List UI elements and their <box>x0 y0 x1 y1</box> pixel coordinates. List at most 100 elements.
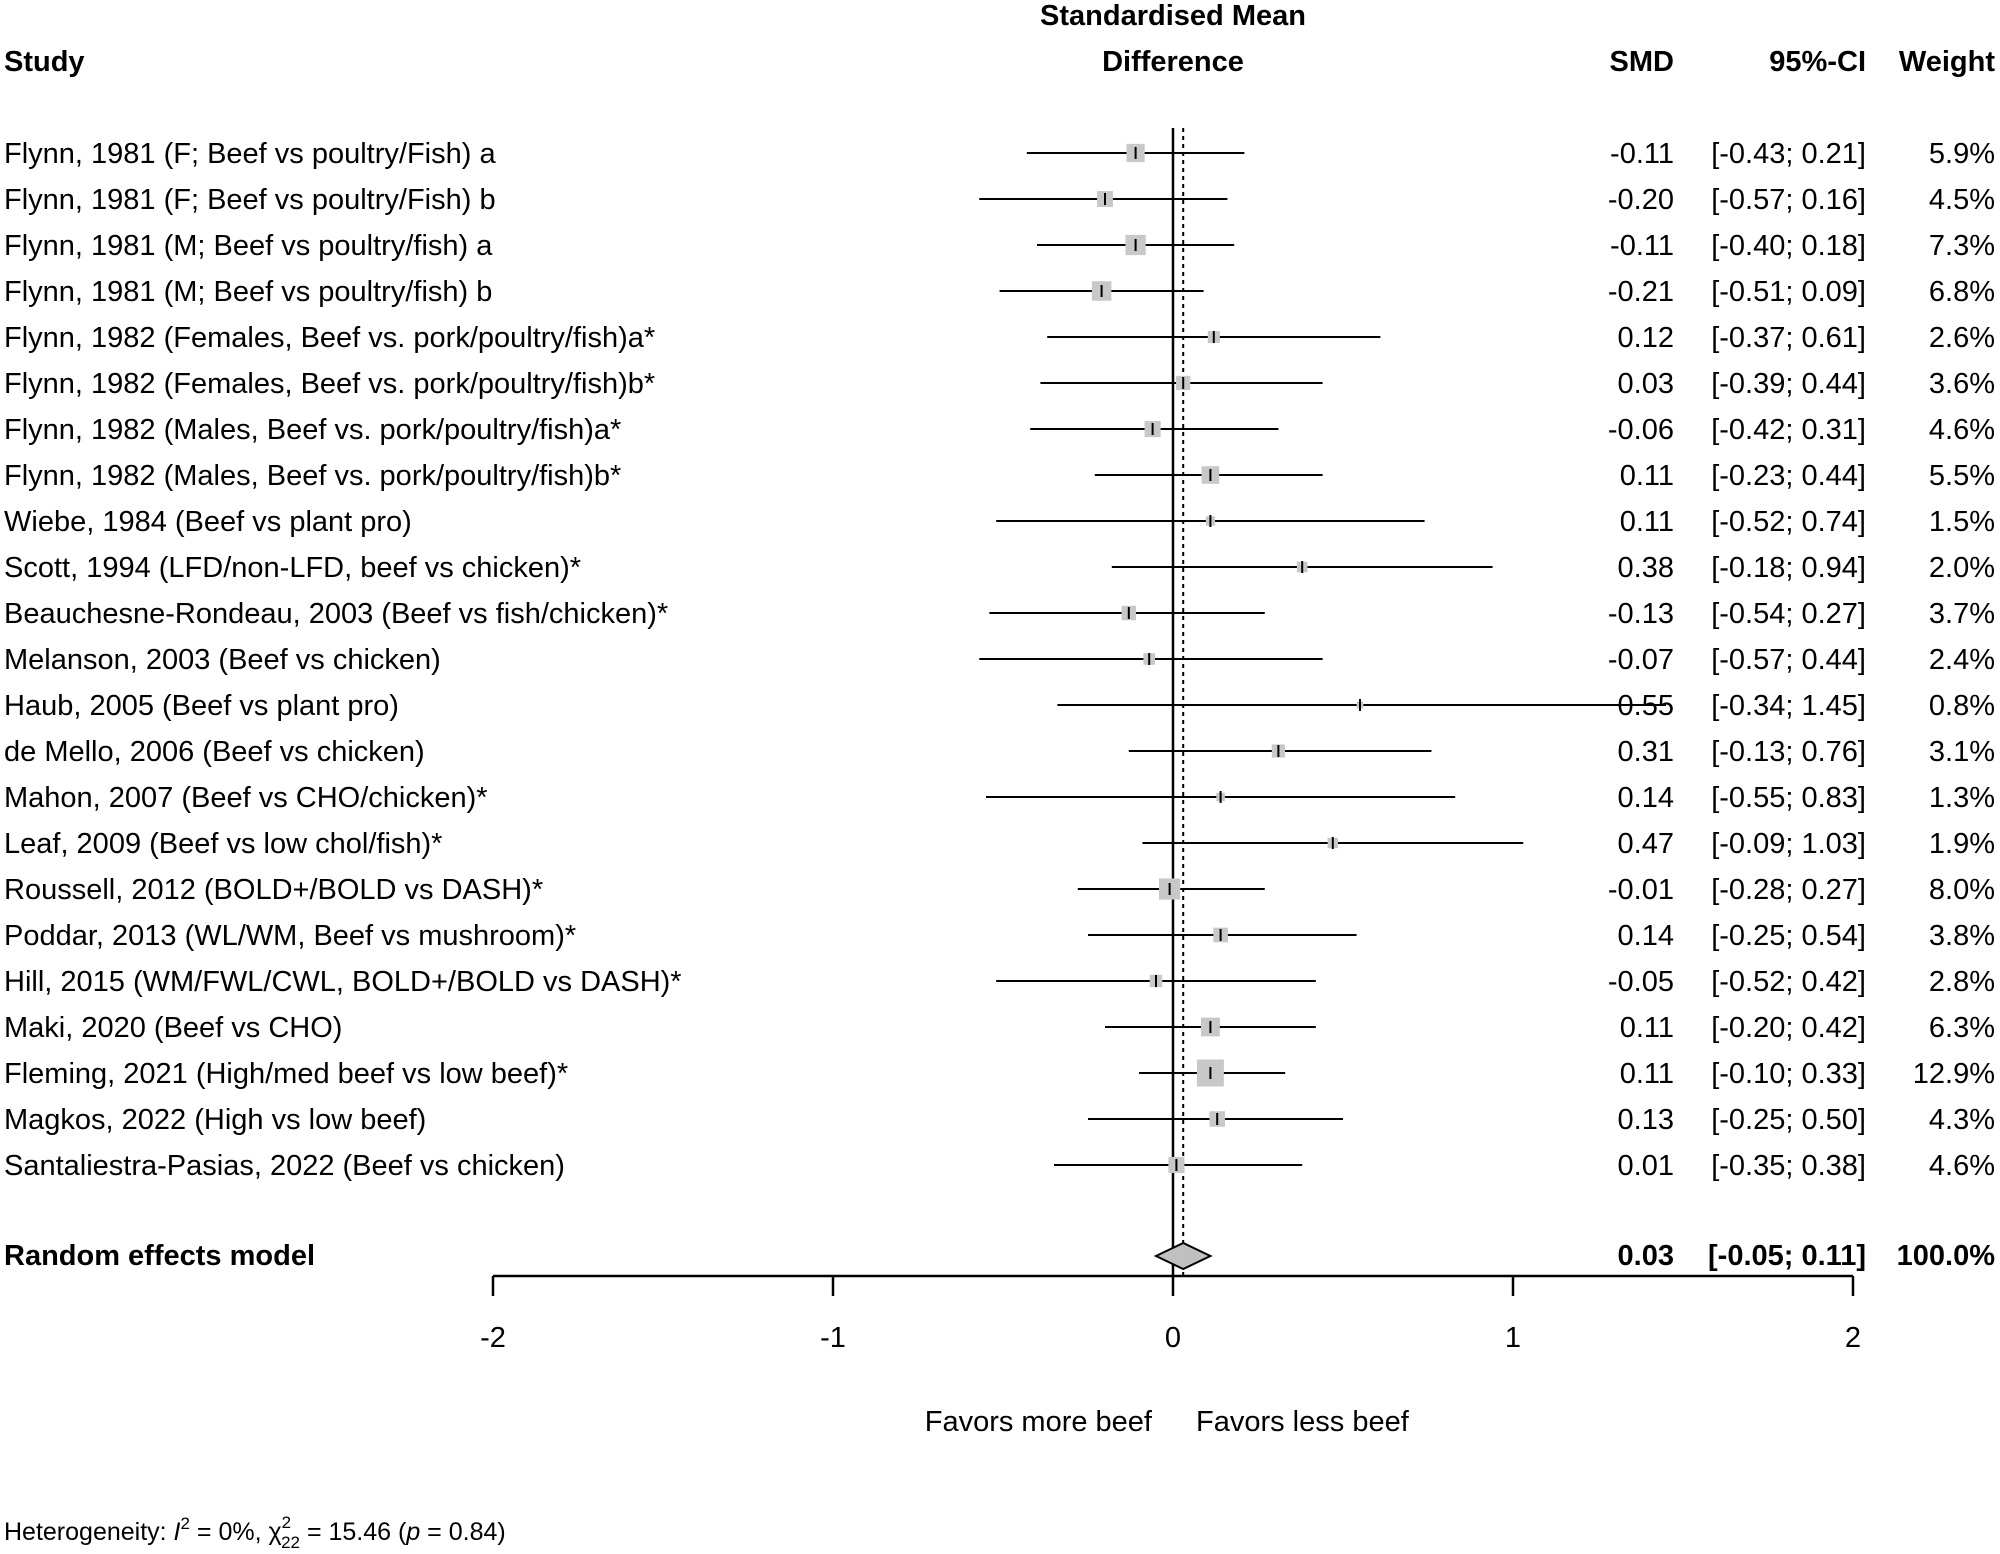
hetero-chi-sub: 22 <box>281 1533 300 1552</box>
study-weight: 5.5% <box>1929 460 1995 492</box>
study-ci: [-0.09; 1.03] <box>1711 828 1866 860</box>
study-row: Maki, 2020 (Beef vs CHO) 0.11 [-0.20; 0.42… <box>4 1012 1995 1044</box>
study-smd: -0.05 <box>1608 966 1674 998</box>
study-row: Haub, 2005 (Beef vs plant pro) 0.55 [-0.34… <box>4 690 1995 722</box>
study-label: Mahon, 2007 (Beef vs CHO/chicken)* <box>4 782 488 814</box>
study-smd: 0.12 <box>1618 322 1674 354</box>
study-label: Flynn, 1982 (Females, Beef vs. pork/poul… <box>4 322 655 354</box>
study-smd: 0.38 <box>1618 552 1674 584</box>
study-label: Santaliestra-Pasias, 2022 (Beef vs chick… <box>4 1150 565 1182</box>
x-tick-label: -2 <box>480 1322 506 1354</box>
study-weight: 1.5% <box>1929 506 1995 538</box>
study-weight: 8.0% <box>1929 874 1995 906</box>
study-row: Flynn, 1982 (Females, Beef vs. pork/poul… <box>4 368 1995 400</box>
study-ci: [-0.20; 0.42] <box>1711 1012 1866 1044</box>
hetero-p-symbol: p <box>405 1518 420 1546</box>
study-row: Leaf, 2009 (Beef vs low chol/fish)* 0.47 [… <box>4 828 1995 860</box>
study-row: Roussell, 2012 (BOLD+/BOLD vs DASH)* -0.0… <box>4 874 1995 906</box>
study-row: Flynn, 1981 (F; Beef vs poultry/Fish) b -… <box>4 184 1995 216</box>
study-row: Melanson, 2003 (Beef vs chicken) -0.07 [-0… <box>4 644 1995 676</box>
study-label: Maki, 2020 (Beef vs CHO) <box>4 1012 342 1044</box>
study-ci: [-0.35; 0.38] <box>1711 1150 1866 1182</box>
header-study: Study <box>4 46 85 78</box>
header-weight: Weight <box>1899 46 1995 78</box>
study-row: Flynn, 1982 (Females, Beef vs. pork/poul… <box>4 322 1995 354</box>
study-smd: 0.14 <box>1618 782 1674 814</box>
study-ci: [-0.37; 0.61] <box>1711 322 1866 354</box>
study-label: Beauchesne-Rondeau, 2003 (Beef vs fish/c… <box>4 598 668 630</box>
study-weight: 2.0% <box>1929 552 1995 584</box>
study-label: Flynn, 1981 (F; Beef vs poultry/Fish) a <box>4 138 496 170</box>
x-tick-label: 1 <box>1505 1322 1521 1354</box>
study-smd: 0.31 <box>1618 736 1674 768</box>
study-label: Wiebe, 1984 (Beef vs plant pro) <box>4 506 412 538</box>
study-row: Beauchesne-Rondeau, 2003 (Beef vs fish/c… <box>4 598 1995 630</box>
study-weight: 4.6% <box>1929 1150 1995 1182</box>
hetero-i2-symbol: I <box>174 1518 181 1546</box>
pooled-smd: 0.03 <box>1618 1240 1674 1272</box>
study-smd: -0.07 <box>1608 644 1674 676</box>
x-tick-label: 2 <box>1845 1322 1861 1354</box>
study-smd: 0.13 <box>1618 1104 1674 1136</box>
hetero-prefix: Heterogeneity: <box>4 1518 174 1546</box>
study-ci: [-0.57; 0.44] <box>1711 644 1866 676</box>
x-tick-label: 0 <box>1165 1322 1181 1354</box>
pooled-weight: 100.0% <box>1897 1240 1996 1272</box>
header-effect-title-line1: Standardised Mean <box>1040 0 1306 32</box>
study-weight: 1.3% <box>1929 782 1995 814</box>
study-ci: [-0.52; 0.42] <box>1711 966 1866 998</box>
study-smd: -0.13 <box>1608 598 1674 630</box>
header-smd: SMD <box>1610 46 1674 78</box>
study-ci: [-0.43; 0.21] <box>1711 138 1866 170</box>
study-weight: 1.9% <box>1929 828 1995 860</box>
study-row: de Mello, 2006 (Beef vs chicken) 0.31 [-0.… <box>4 736 1995 768</box>
study-row: Flynn, 1982 (Males, Beef vs. pork/poultr… <box>4 414 1995 446</box>
study-weight: 2.6% <box>1929 322 1995 354</box>
study-label: Flynn, 1982 (Females, Beef vs. pork/poul… <box>4 368 655 400</box>
x-tick-label: -1 <box>820 1322 846 1354</box>
study-smd: 0.11 <box>1620 506 1674 538</box>
study-weight: 4.3% <box>1929 1104 1995 1136</box>
study-ci: [-0.25; 0.50] <box>1711 1104 1866 1136</box>
study-label: Melanson, 2003 (Beef vs chicken) <box>4 644 441 676</box>
study-smd: 0.01 <box>1618 1150 1674 1182</box>
study-weight: 12.9% <box>1913 1058 1995 1090</box>
study-label: Flynn, 1981 (M; Beef vs poultry/fish) b <box>4 276 492 308</box>
study-label: Haub, 2005 (Beef vs plant pro) <box>4 690 399 722</box>
study-smd: -0.11 <box>1610 230 1674 262</box>
favors-left-label: Favors more beef <box>925 1406 1153 1438</box>
study-row: Wiebe, 1984 (Beef vs plant pro) 0.11 [-0.5… <box>4 506 1995 538</box>
study-label: Magkos, 2022 (High vs low beef) <box>4 1104 426 1136</box>
study-row: Fleming, 2021 (High/med beef vs low beef… <box>4 1058 1995 1090</box>
study-weight: 7.3% <box>1929 230 1995 262</box>
study-ci: [-0.18; 0.94] <box>1711 552 1866 584</box>
study-ci: [-0.55; 0.83] <box>1711 782 1866 814</box>
study-label: Fleming, 2021 (High/med beef vs low beef… <box>4 1058 568 1090</box>
study-smd: 0.11 <box>1620 1058 1674 1090</box>
study-smd: 0.11 <box>1620 1012 1674 1044</box>
study-smd: -0.06 <box>1608 414 1674 446</box>
study-ci: [-0.40; 0.18] <box>1711 230 1866 262</box>
heterogeneity-stats: Heterogeneity: I2 = 0%, χ2 22 = 15.46 (p … <box>4 1513 506 1552</box>
study-ci: [-0.28; 0.27] <box>1711 874 1866 906</box>
study-row: Flynn, 1981 (F; Beef vs poultry/Fish) a -… <box>4 138 1995 170</box>
study-weight: 2.4% <box>1929 644 1995 676</box>
hetero-i2-value: = 0%, <box>190 1518 269 1546</box>
study-weight: 4.6% <box>1929 414 1995 446</box>
study-rows: Flynn, 1981 (F; Beef vs poultry/Fish) a -… <box>4 138 1995 1182</box>
study-label: Flynn, 1982 (Males, Beef vs. pork/poultr… <box>4 460 621 492</box>
study-weight: 0.8% <box>1929 690 1995 722</box>
hetero-p-value: = 0.84) <box>420 1518 505 1546</box>
hetero-i2-sup: 2 <box>181 1514 190 1533</box>
study-smd: 0.47 <box>1618 828 1674 860</box>
study-row: Flynn, 1981 (M; Beef vs poultry/fish) b -… <box>4 276 1995 308</box>
x-axis: -2 -1 0 1 2 <box>480 1274 1861 1354</box>
study-weight: 4.5% <box>1929 184 1995 216</box>
study-label: Flynn, 1982 (Males, Beef vs. pork/poultr… <box>4 414 621 446</box>
pooled-diamond <box>1153 1241 1213 1271</box>
study-ci: [-0.13; 0.76] <box>1711 736 1866 768</box>
study-ci: [-0.39; 0.44] <box>1711 368 1866 400</box>
study-row: Flynn, 1982 (Males, Beef vs. pork/poultr… <box>4 460 1995 492</box>
study-ci: [-0.25; 0.54] <box>1711 920 1866 952</box>
